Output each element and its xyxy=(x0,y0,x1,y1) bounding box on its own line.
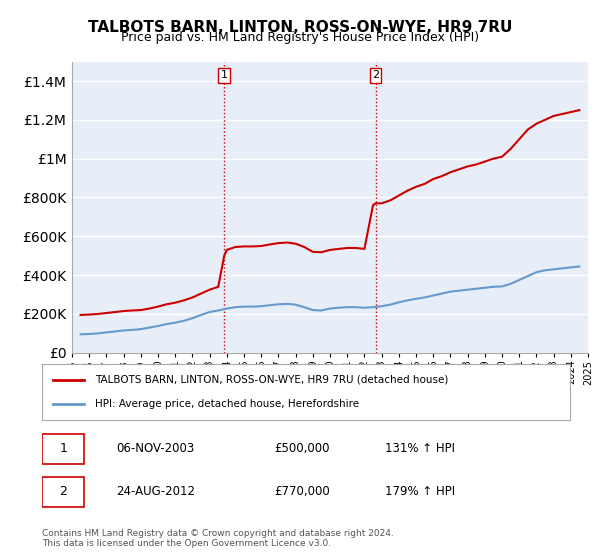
Text: 179% ↑ HPI: 179% ↑ HPI xyxy=(385,486,455,498)
Text: 1: 1 xyxy=(59,442,67,455)
Text: 2: 2 xyxy=(372,71,379,80)
Text: 2: 2 xyxy=(59,486,67,498)
Text: Price paid vs. HM Land Registry's House Price Index (HPI): Price paid vs. HM Land Registry's House … xyxy=(121,31,479,44)
Text: 06-NOV-2003: 06-NOV-2003 xyxy=(116,442,194,455)
Text: £500,000: £500,000 xyxy=(274,442,330,455)
Text: TALBOTS BARN, LINTON, ROSS-ON-WYE, HR9 7RU: TALBOTS BARN, LINTON, ROSS-ON-WYE, HR9 7… xyxy=(88,20,512,35)
Text: 131% ↑ HPI: 131% ↑ HPI xyxy=(385,442,455,455)
FancyBboxPatch shape xyxy=(42,477,84,507)
FancyBboxPatch shape xyxy=(42,433,84,464)
Text: Contains HM Land Registry data © Crown copyright and database right 2024.: Contains HM Land Registry data © Crown c… xyxy=(42,529,394,538)
Text: 24-AUG-2012: 24-AUG-2012 xyxy=(116,486,195,498)
Text: 1: 1 xyxy=(221,71,228,80)
Text: HPI: Average price, detached house, Herefordshire: HPI: Average price, detached house, Here… xyxy=(95,399,359,409)
Text: £770,000: £770,000 xyxy=(274,486,330,498)
Text: This data is licensed under the Open Government Licence v3.0.: This data is licensed under the Open Gov… xyxy=(42,539,331,548)
Text: TALBOTS BARN, LINTON, ROSS-ON-WYE, HR9 7RU (detached house): TALBOTS BARN, LINTON, ROSS-ON-WYE, HR9 7… xyxy=(95,375,448,385)
